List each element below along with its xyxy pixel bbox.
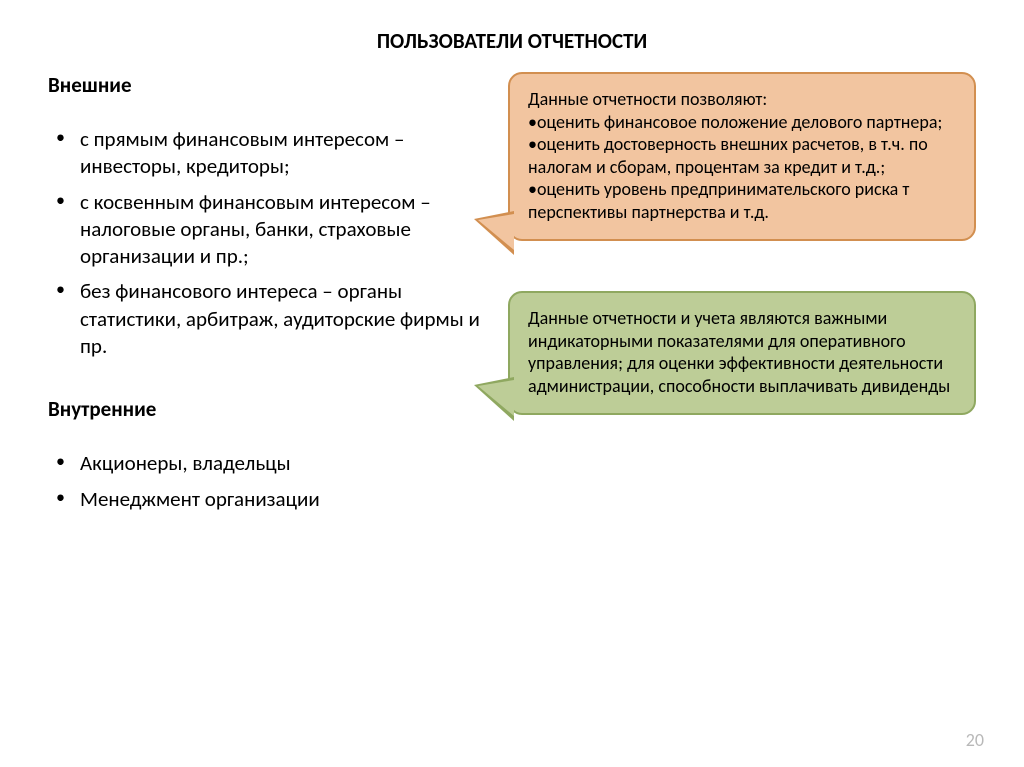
list-item: без финансового интереса – органы статис… [48,278,498,360]
list-item: Менеджмент организации [48,486,498,513]
heading-external: Внешние [48,72,498,98]
right-column: Данные отчетности позволяют: •оценить фи… [508,72,976,521]
callout-green: Данные отчетности и учета являются важны… [508,291,976,415]
list-item: с косвенным финансовым интересом – налог… [48,189,498,271]
internal-list: Акционеры, владельцы Менеджмент организа… [48,450,498,513]
callout-line: •оценить уровень предпринимательского ри… [528,178,956,223]
page-number: 20 [966,729,984,751]
callout-orange: Данные отчетности позволяют: •оценить фи… [508,72,976,241]
callout-line: •оценить финансовое положение делового п… [528,111,956,134]
list-item: Акционеры, владельцы [48,450,498,477]
list-item: с прямым финансовым интересом – инвестор… [48,126,498,181]
left-column: Внешние с прямым финансовым интересом – … [48,72,498,521]
callout-lead: Данные отчетности позволяют: [528,88,956,111]
external-list: с прямым финансовым интересом – инвестор… [48,126,498,360]
content-columns: Внешние с прямым финансовым интересом – … [48,72,976,521]
slide-title: ПОЛЬЗОВАТЕЛИ ОТЧЕТНОСТИ [48,28,976,54]
heading-internal: Внутренние [48,396,498,422]
callout-line: •оценить достоверность внешних расчетов,… [528,133,956,178]
callout-text: Данные отчетности и учета являются важны… [528,307,956,397]
